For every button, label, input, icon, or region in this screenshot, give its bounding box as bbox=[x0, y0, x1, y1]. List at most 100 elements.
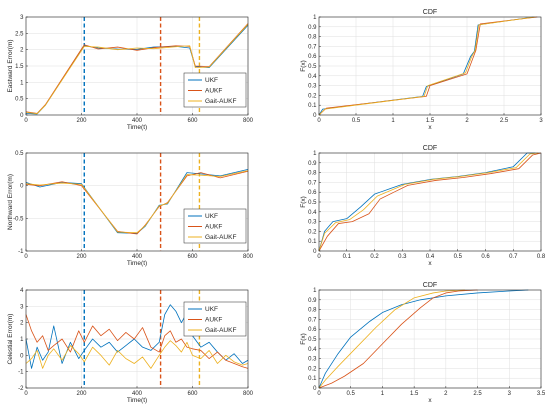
y-tick-label: 0.9 bbox=[308, 298, 317, 304]
y-tick-label: 1.5 bbox=[15, 64, 24, 70]
x-tick-label: 0 bbox=[24, 254, 28, 260]
legend-label-gait-aukf: Gait-AUKF bbox=[205, 327, 236, 334]
x-tick-label: 0.6 bbox=[481, 254, 490, 260]
x-tick-label: 3 bbox=[539, 118, 543, 124]
y-tick-label: 2.5 bbox=[15, 31, 24, 37]
y-tick-label: -2 bbox=[18, 386, 24, 392]
y-tick-label: 1 bbox=[313, 288, 317, 294]
chart-4: 0 200 400 600 800 -2 -1 0 1 2 3 4 Time(t) Celestial E… bbox=[7, 288, 254, 404]
x-tick-label: 0.5 bbox=[347, 391, 356, 397]
y-tick-label: 1 bbox=[313, 15, 317, 21]
x-tick-label: 0.8 bbox=[537, 254, 546, 260]
y-tick-label: 0 bbox=[20, 184, 24, 190]
y-tick-label: 0.5 bbox=[308, 337, 317, 343]
series-line-gait-aukf bbox=[318, 16, 536, 116]
legend-label-aukf: AUKF bbox=[205, 317, 222, 324]
chart-title: CDF bbox=[423, 9, 437, 16]
legend-label-aukf: AUKF bbox=[205, 88, 222, 95]
x-tick-label: 400 bbox=[132, 118, 143, 124]
y-tick-label: 2 bbox=[20, 48, 24, 54]
y-tick-label: 0.1 bbox=[308, 103, 317, 109]
x-tick-label: 600 bbox=[187, 254, 198, 260]
y-axis-label: Celestial Error(m) bbox=[7, 314, 14, 365]
x-axis-label: Time(t) bbox=[127, 260, 147, 267]
legend-label-gait-aukf: Gait-AUKF bbox=[205, 98, 236, 105]
x-tick-label: 2 bbox=[465, 118, 469, 124]
y-tick-label: 0.5 bbox=[15, 151, 24, 157]
y-tick-label: 0.2 bbox=[308, 93, 317, 99]
y-tick-label: 0.5 bbox=[308, 64, 317, 70]
chart-2: 0 200 400 600 800 -1 -0.5 0 0.5 Time(t) Northward … bbox=[7, 151, 254, 267]
series-line-ukf bbox=[25, 304, 249, 369]
legend-label-gait-aukf: Gait-AUKF bbox=[205, 234, 236, 241]
y-tick-label: 0.7 bbox=[308, 317, 317, 323]
y-tick-label: 0.1 bbox=[308, 376, 317, 382]
y-tick-label: 0.5 bbox=[15, 97, 24, 103]
y-tick-label: 1 bbox=[20, 80, 24, 86]
y-tick-label: 0.6 bbox=[308, 54, 317, 60]
x-tick-label: 200 bbox=[76, 391, 87, 397]
series-line-aukf bbox=[318, 16, 538, 116]
x-tick-label: 1 bbox=[381, 391, 385, 397]
y-tick-label: 0.8 bbox=[308, 308, 317, 314]
y-tick-label: 0 bbox=[313, 249, 317, 255]
y-tick-label: 0 bbox=[20, 113, 24, 119]
y-axis-label: Eastward Error(m) bbox=[7, 39, 14, 92]
legend-label-ukf: UKF bbox=[205, 77, 218, 84]
series-line-ukf bbox=[318, 152, 536, 252]
chart-0: 0 200 400 600 800 0 0.5 1 1.5 2 2.5 3 Time(t) Eastwar… bbox=[7, 15, 254, 131]
x-tick-label: 0 bbox=[24, 391, 28, 397]
y-tick-label: 0.3 bbox=[308, 220, 317, 226]
y-tick-label: 0 bbox=[313, 113, 317, 119]
series-line-gait-aukf bbox=[318, 152, 539, 252]
x-tick-label: 600 bbox=[187, 118, 198, 124]
x-tick-label: 1.5 bbox=[426, 118, 435, 124]
y-tick-label: -1 bbox=[18, 249, 24, 255]
y-tick-label: 0.2 bbox=[308, 366, 317, 372]
y-axis-label: F(x) bbox=[300, 196, 307, 208]
y-tick-label: 3 bbox=[20, 304, 24, 310]
series-line-ukf bbox=[25, 168, 249, 234]
y-tick-label: 0.9 bbox=[308, 25, 317, 31]
series-line-ukf bbox=[318, 289, 529, 389]
x-tick-label: 0 bbox=[317, 254, 321, 260]
x-tick-label: 0.5 bbox=[454, 254, 463, 260]
chart-3: 0 0.1 0.2 0.3 0.4 0.5 0.6 0.7 0.8 0 0.1 0.2 0.3 0.4 0.… bbox=[300, 145, 546, 267]
x-tick-label: 0.1 bbox=[343, 254, 352, 260]
y-axis-label: F(x) bbox=[300, 333, 307, 345]
y-tick-label: 0 bbox=[313, 386, 317, 392]
series-line-gait-aukf bbox=[25, 170, 249, 234]
x-tick-label: 0.2 bbox=[370, 254, 379, 260]
x-tick-label: 2.5 bbox=[473, 391, 482, 397]
x-tick-label: 600 bbox=[187, 391, 198, 397]
x-tick-label: 0 bbox=[24, 118, 28, 124]
y-tick-label: 0.8 bbox=[308, 35, 317, 41]
x-tick-label: 400 bbox=[132, 391, 143, 397]
y-tick-label: 4 bbox=[20, 288, 24, 294]
y-tick-label: 0.3 bbox=[308, 357, 317, 363]
x-tick-label: 0.5 bbox=[352, 118, 361, 124]
x-tick-label: 2 bbox=[444, 391, 448, 397]
x-tick-label: 0.3 bbox=[398, 254, 407, 260]
legend: UKF AUKF Gait-AUKF bbox=[183, 301, 247, 337]
legend: UKF AUKF Gait-AUKF bbox=[183, 72, 247, 108]
series-line-aukf bbox=[318, 289, 478, 389]
y-tick-label: 0.4 bbox=[308, 74, 317, 80]
x-tick-label: 1 bbox=[391, 118, 395, 124]
y-tick-label: 2 bbox=[20, 321, 24, 327]
y-tick-label: 3 bbox=[20, 15, 24, 21]
y-tick-label: 0.1 bbox=[308, 239, 317, 245]
y-tick-label: 0.6 bbox=[308, 327, 317, 333]
x-axis-label: Time(t) bbox=[127, 397, 147, 404]
x-tick-label: 800 bbox=[243, 391, 254, 397]
y-tick-label: 0.7 bbox=[308, 44, 317, 50]
x-tick-label: 0 bbox=[317, 118, 321, 124]
x-tick-label: 0.4 bbox=[426, 254, 435, 260]
y-tick-label: 1 bbox=[20, 337, 24, 343]
y-tick-label: -0.5 bbox=[13, 216, 24, 222]
x-tick-label: 3.5 bbox=[537, 391, 546, 397]
series-line-aukf bbox=[25, 314, 249, 369]
x-tick-label: 200 bbox=[76, 254, 87, 260]
x-tick-label: 2.5 bbox=[500, 118, 509, 124]
